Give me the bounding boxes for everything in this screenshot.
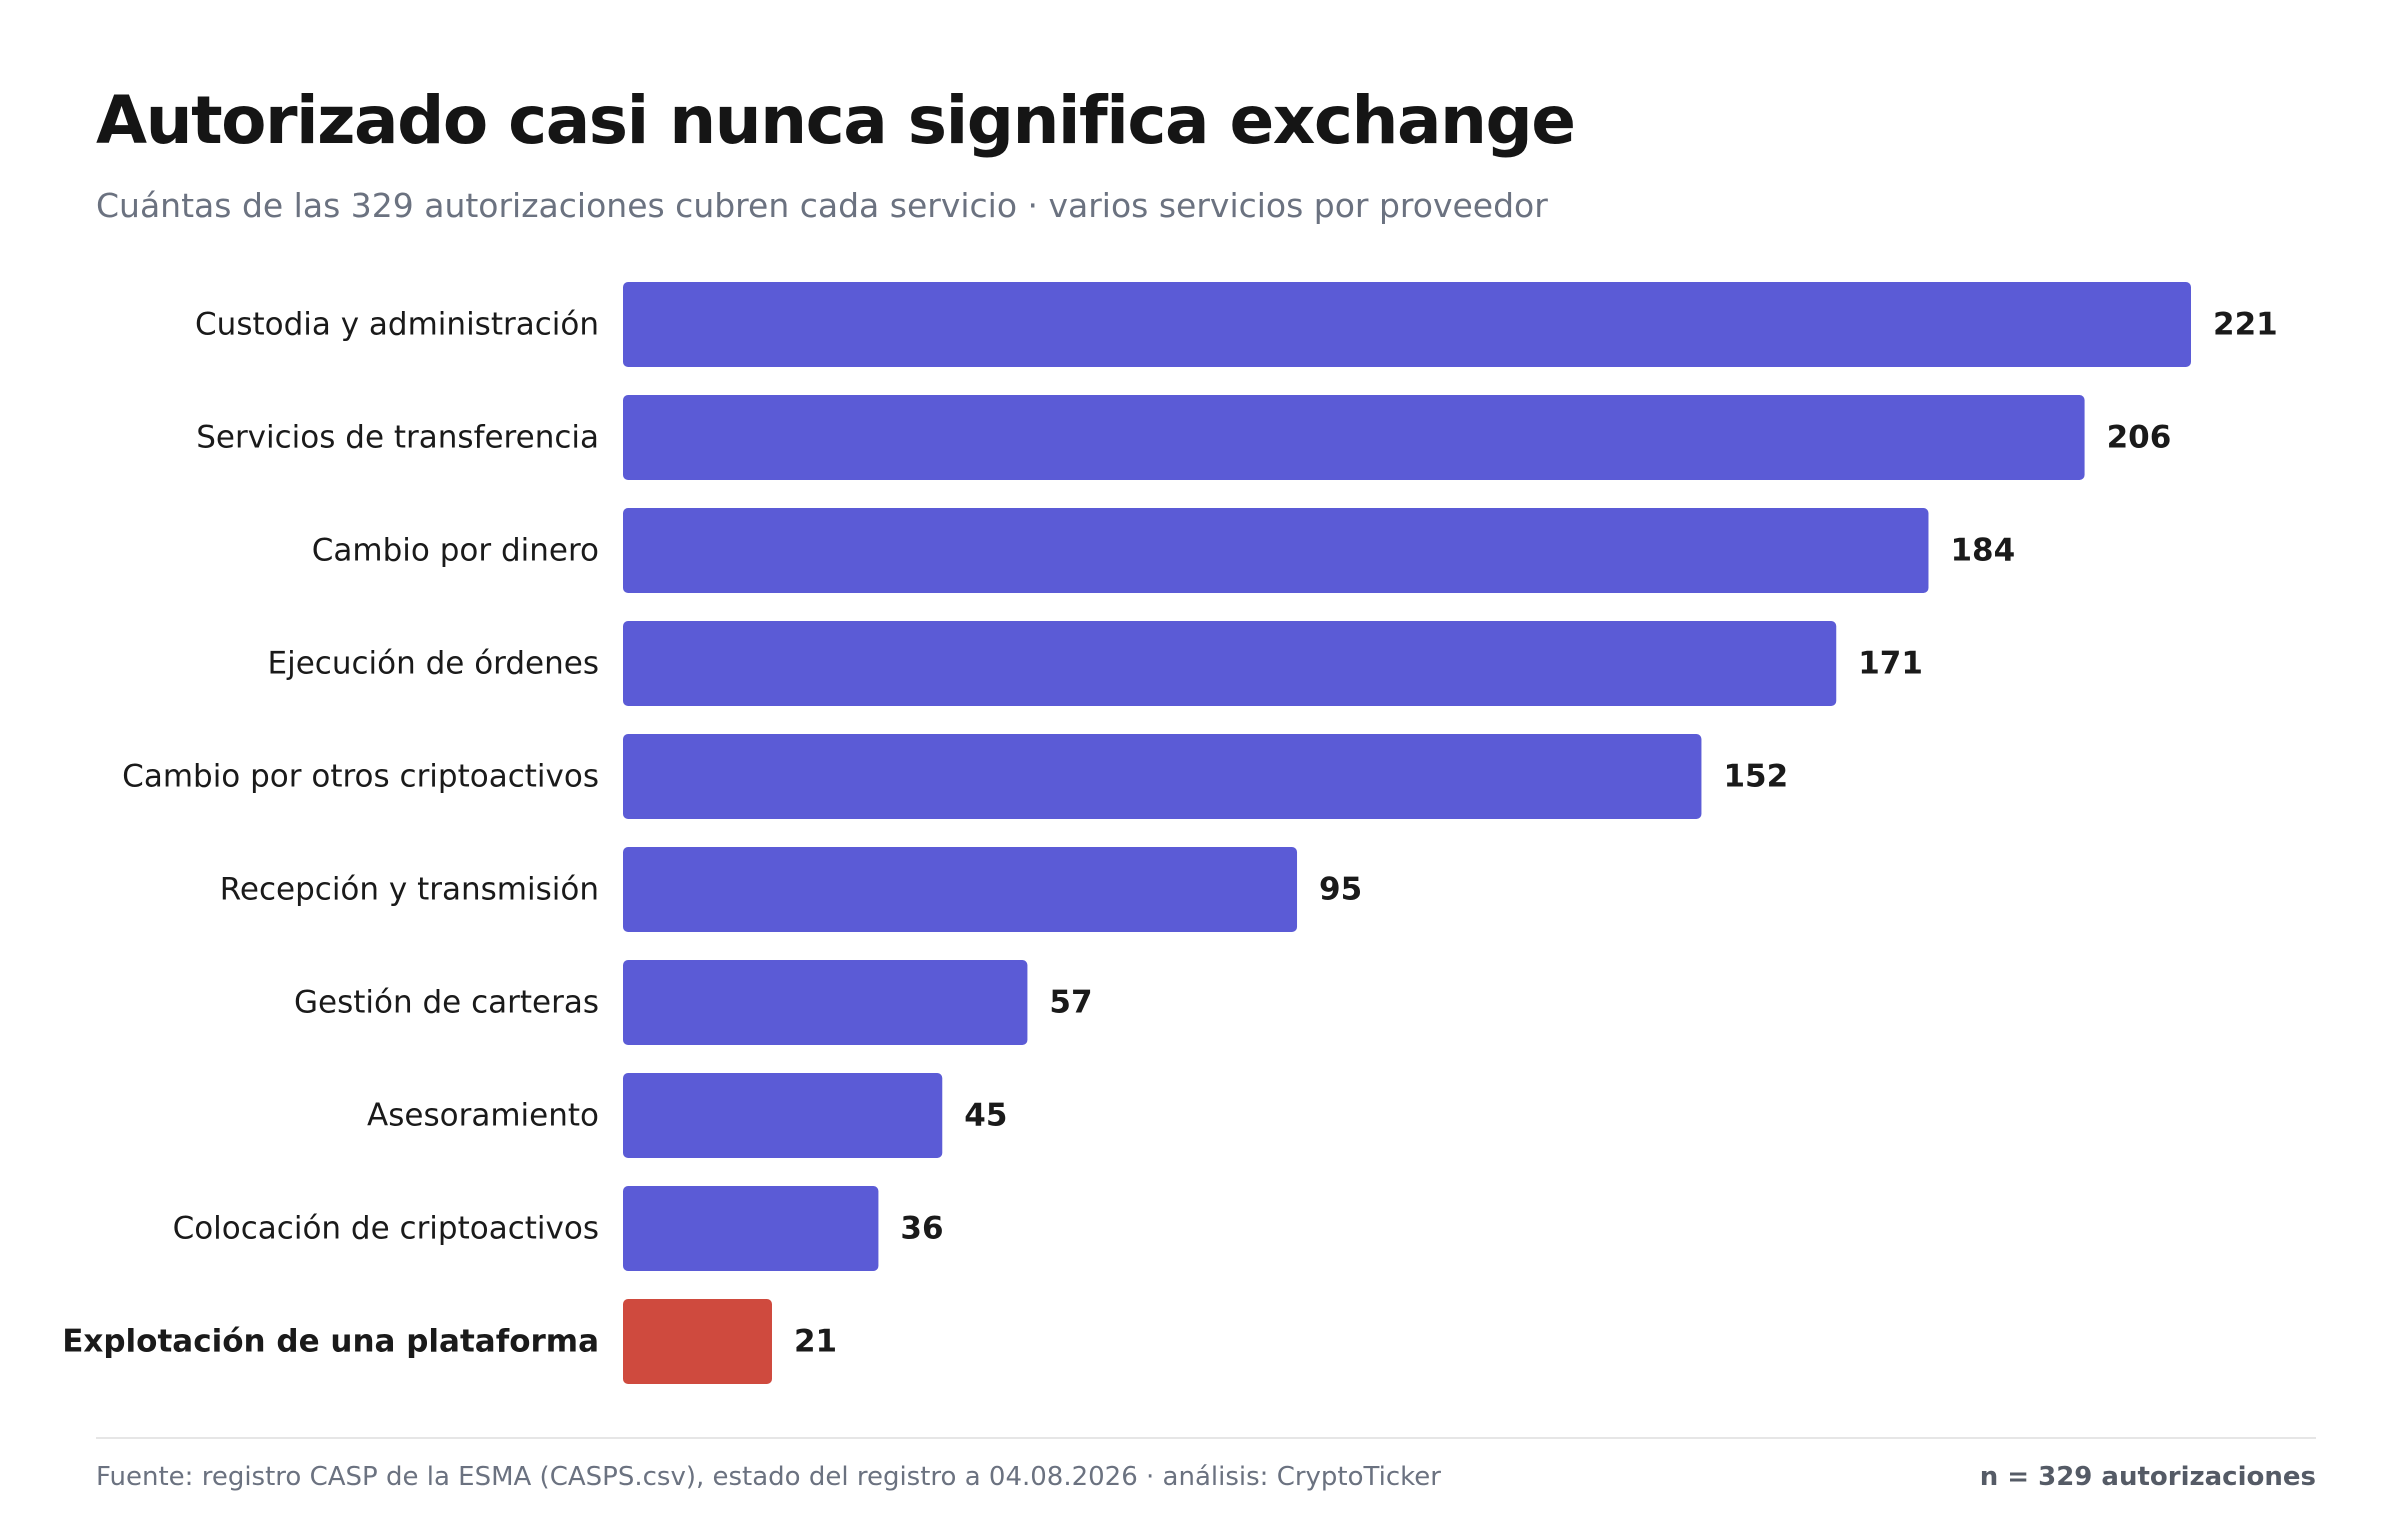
value-label: 184 bbox=[1950, 533, 2015, 569]
bar-custodia-y-administracion bbox=[623, 282, 2191, 367]
category-label: Cambio por dinero bbox=[312, 533, 599, 569]
bar-gestion-de-carteras bbox=[623, 960, 1028, 1045]
value-label: 21 bbox=[794, 1324, 837, 1360]
value-label: 206 bbox=[2107, 420, 2172, 456]
bar-servicios-de-transferencia bbox=[623, 395, 2085, 480]
category-label: Custodia y administración bbox=[195, 307, 599, 343]
bar-cambio-por-otros-criptoactivos bbox=[623, 734, 1702, 819]
bar-colocacion-de-criptoactivos bbox=[623, 1186, 879, 1271]
category-label: Cambio por otros criptoactivos bbox=[122, 759, 599, 795]
value-label: 36 bbox=[900, 1211, 943, 1247]
category-label: Explotación de una plataforma bbox=[62, 1324, 599, 1360]
category-label: Recepción y transmisión bbox=[220, 872, 599, 908]
bar-chart: Custodia y administración 221 Servicios de… bbox=[62, 282, 2278, 1384]
value-label: 221 bbox=[2213, 307, 2278, 343]
bar-cambio-por-dinero bbox=[623, 508, 1929, 593]
value-label: 152 bbox=[1723, 759, 1788, 795]
sample-size-note: n = 329 autorizaciones bbox=[1979, 1462, 2316, 1492]
category-label: Colocación de criptoactivos bbox=[173, 1211, 599, 1247]
source-note: Fuente: registro CASP de la ESMA (CASPS.… bbox=[96, 1462, 1441, 1492]
chart-subtitle: Cuántas de las 329 autorizaciones cubren… bbox=[96, 186, 1548, 225]
bar-explotacion-de-una-plataforma bbox=[623, 1299, 772, 1384]
bar-recepcion-y-transmision bbox=[623, 847, 1298, 932]
bar-asesoramiento bbox=[623, 1073, 943, 1158]
value-label: 57 bbox=[1049, 985, 1092, 1021]
value-label: 95 bbox=[1319, 872, 1362, 908]
footer-divider bbox=[96, 1437, 2316, 1439]
value-label: 171 bbox=[1858, 646, 1923, 682]
bar-ejecucion-de-ordenes bbox=[623, 621, 1837, 706]
chart-title: Autorizado casi nunca significa exchange bbox=[96, 82, 1576, 159]
category-label: Gestión de carteras bbox=[294, 985, 599, 1021]
category-label: Servicios de transferencia bbox=[196, 420, 599, 456]
value-label: 45 bbox=[964, 1098, 1007, 1134]
category-label: Ejecución de órdenes bbox=[268, 646, 599, 682]
category-label: Asesoramiento bbox=[367, 1098, 599, 1134]
